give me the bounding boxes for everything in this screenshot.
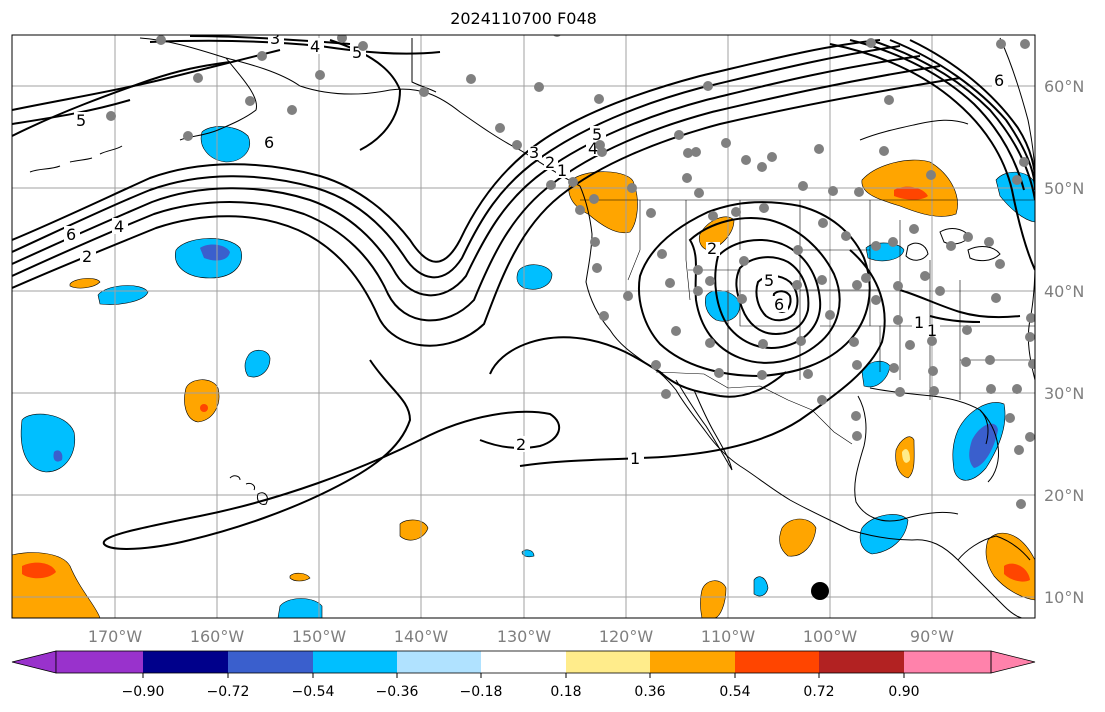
colorbar-tick-label: −0.72 xyxy=(207,684,250,700)
lon-ticks: 170°W 160°W 150°W 140°W 130°W 120°W 110°… xyxy=(88,627,954,646)
contour-label: 5 xyxy=(592,125,602,144)
colorbar-segment xyxy=(228,651,313,673)
contour-label: 6 xyxy=(774,295,784,314)
colorbar-segment xyxy=(56,651,143,673)
colorbar-tick-label: −0.90 xyxy=(122,684,165,700)
contour-label: 6 xyxy=(66,225,76,244)
contour-label: 2 xyxy=(82,247,92,266)
lat-tick-label: 20°N xyxy=(1044,486,1084,505)
contour-label: 3 xyxy=(529,143,539,162)
contour-label: 5 xyxy=(352,43,362,62)
colorbar-segment xyxy=(650,651,735,673)
lon-tick-label: 110°W xyxy=(701,627,756,646)
colorbar-segment xyxy=(819,651,904,673)
contour-label: 2 xyxy=(516,435,526,454)
contour-labels: 3 4 5 5 6 6 4 2 5 4 3 2 1 2 xyxy=(64,29,1008,468)
lon-tick-label: 160°W xyxy=(190,627,245,646)
lon-tick-label: 140°W xyxy=(394,627,449,646)
colorbar: −0.90 −0.72 −0.54 −0.36 −0.18 0.18 0.36 … xyxy=(11,650,1036,700)
colorbar-tick-label: −0.18 xyxy=(460,684,503,700)
colorbar-tick-label: 0.90 xyxy=(888,684,919,700)
colorbar-tick-label: 0.36 xyxy=(634,684,665,700)
colorbar-extend-low xyxy=(11,650,57,674)
coastlines xyxy=(29,37,1035,618)
colorbar-segment xyxy=(566,651,650,673)
lat-tick-label: 50°N xyxy=(1044,179,1084,198)
contour-label: 4 xyxy=(114,217,124,236)
contour-label: 1 xyxy=(557,161,567,180)
lat-ticks: 60°N 50°N 40°N 30°N 20°N 10°N xyxy=(1044,77,1084,607)
lon-tick-label: 170°W xyxy=(88,627,143,646)
lat-tick-label: 30°N xyxy=(1044,384,1084,403)
colorbar-segment xyxy=(313,651,397,673)
colorbar-tick-label: 0.72 xyxy=(803,684,834,700)
lat-tick-label: 60°N xyxy=(1044,77,1084,96)
lon-tick-label: 100°W xyxy=(803,627,858,646)
lon-tick-label: 90°W xyxy=(910,627,954,646)
contour-label: 4 xyxy=(310,37,320,56)
lon-tick-label: 120°W xyxy=(599,627,654,646)
map-frame xyxy=(11,34,1036,619)
colorbar-tick-label: 0.54 xyxy=(719,684,750,700)
contour-label: 5 xyxy=(76,111,86,130)
lon-tick-label: 150°W xyxy=(292,627,347,646)
contour-label: 1 xyxy=(630,449,640,468)
contour-label: 2 xyxy=(707,239,717,258)
lat-tick-label: 10°N xyxy=(1044,588,1084,607)
colorbar-extend-high xyxy=(990,650,1036,674)
contour-label: 6 xyxy=(264,133,274,152)
contour-label: 6 xyxy=(994,71,1004,90)
map-title: 2024110700 F048 xyxy=(450,9,597,28)
lon-tick-label: 130°W xyxy=(497,627,552,646)
contour-label: 4 xyxy=(588,139,598,158)
colorbar-segment xyxy=(143,651,228,673)
colorbar-segment xyxy=(904,651,991,673)
contour-label: 5 xyxy=(764,271,774,290)
contour-label: 2 xyxy=(545,153,555,172)
borders xyxy=(580,199,1035,445)
colorbar-tick-label: −0.54 xyxy=(292,684,335,700)
contour-label: 3 xyxy=(270,29,280,48)
contour-label: 1 xyxy=(914,313,924,332)
colorbar-segment xyxy=(481,651,566,673)
contour-label: 1 xyxy=(927,321,937,340)
lat-tick-label: 40°N xyxy=(1044,282,1084,301)
colorbar-segment xyxy=(735,651,819,673)
station-dots xyxy=(106,35,1035,509)
location-marker xyxy=(811,582,829,600)
colorbar-tick-label: 0.18 xyxy=(550,684,581,700)
colorbar-tick-label: −0.36 xyxy=(376,684,419,700)
shaded-fields xyxy=(12,126,1035,618)
colorbar-segment xyxy=(397,651,481,673)
